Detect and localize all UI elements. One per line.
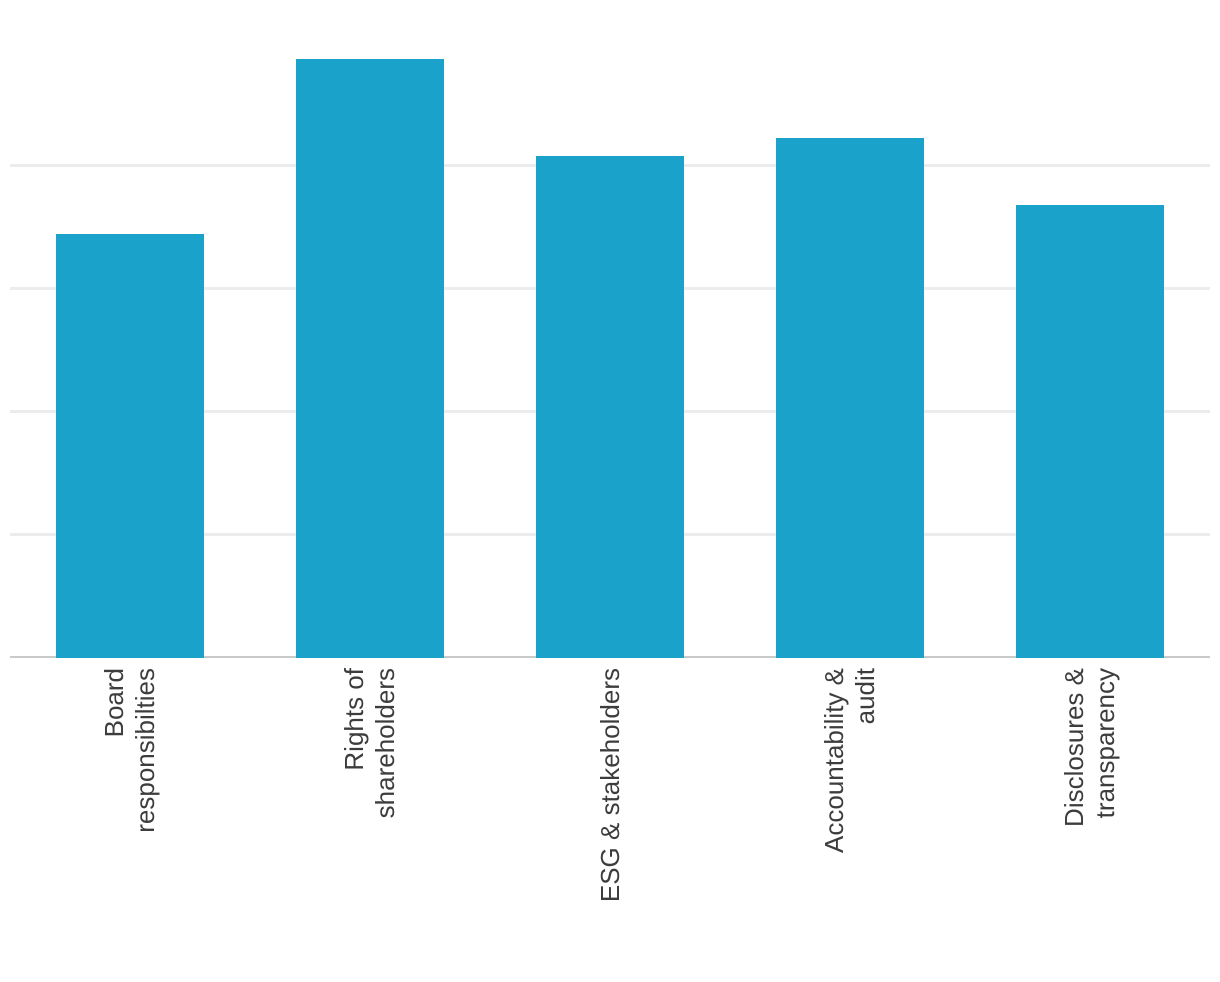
x-axis-label-line: transparency: [1090, 668, 1120, 819]
x-axis-label-line: Board: [99, 668, 129, 738]
x-axis-label: ESG & stakeholders: [578, 668, 642, 968]
x-axis-label-line: audit: [850, 668, 880, 725]
x-axis-label-line: Disclosures &: [1059, 668, 1089, 827]
bar-2: [296, 59, 444, 658]
x-axis-label: Rights of shareholders: [338, 668, 402, 968]
bar-3: [536, 156, 684, 658]
bar-1: [56, 234, 204, 658]
x-axis-label-line: shareholders: [370, 668, 400, 819]
x-axis-label-line: ESG & stakeholders: [594, 668, 625, 903]
x-axis-label-line: Rights of: [339, 668, 369, 771]
x-axis-label: Disclosures & transparency: [1058, 668, 1122, 968]
x-axis-label: Accountability & audit: [818, 668, 882, 968]
x-axis-label-line: responsibilties: [130, 668, 160, 833]
x-axis-label: Board responsibilties: [98, 668, 162, 968]
x-axis-label-line: Accountability &: [819, 668, 849, 853]
bar-4: [776, 138, 924, 658]
bar-5: [1016, 205, 1164, 658]
